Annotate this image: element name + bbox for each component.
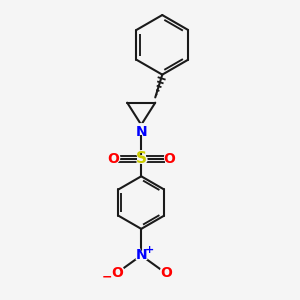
Text: S: S <box>134 149 148 168</box>
Text: S: S <box>136 151 147 166</box>
Text: O: O <box>107 152 119 166</box>
Text: −: − <box>102 270 112 284</box>
Text: O: O <box>162 150 177 168</box>
Text: N: N <box>134 246 149 264</box>
Text: N: N <box>134 123 149 141</box>
Text: O: O <box>163 152 175 166</box>
Text: N: N <box>135 125 147 139</box>
Text: O: O <box>111 266 123 280</box>
Text: +: + <box>146 245 154 255</box>
Text: O: O <box>160 266 172 280</box>
Text: O: O <box>158 264 173 282</box>
Text: O: O <box>106 150 121 168</box>
Text: N: N <box>135 248 147 262</box>
Text: O: O <box>109 264 124 282</box>
